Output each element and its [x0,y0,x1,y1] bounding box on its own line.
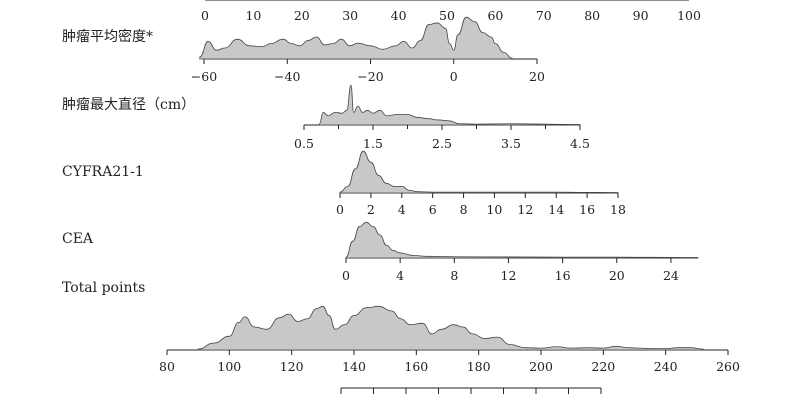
tick-label-max-diameter: 1.5 [363,136,383,151]
density-max-diameter [318,84,581,126]
tick-label-points: 60 [487,8,503,23]
tick-label-total-points: 200 [529,359,553,374]
tick-label-cyfra: 18 [610,202,626,217]
tick-label-cea: 12 [501,268,517,283]
tick-label-mean-density: −40 [274,69,300,84]
tick-label-points: 70 [536,8,552,23]
tick-label-points: 40 [391,8,407,23]
tick-label-mean-density: 20 [529,69,545,84]
row-label-max-diameter: 肿瘤最大直径（cm） [62,96,195,113]
row-label-cyfra: CYFRA21-1 [62,164,144,180]
tick-label-cyfra: 16 [579,202,595,217]
tick-label-mean-density: 0 [450,69,458,84]
tick-label-total-points: 180 [467,359,491,374]
tick-label-points: 10 [245,8,261,23]
tick-label-mean-density: −20 [357,69,383,84]
row-label-total-points: Total points [62,280,145,296]
tick-label-total-points: 220 [591,359,615,374]
tick-label-total-points: 100 [217,359,241,374]
density-cea [345,221,699,259]
tick-label-max-diameter: 3.5 [501,136,521,151]
tick-label-total-points: 160 [404,359,428,374]
tick-label-total-points: 80 [159,359,175,374]
tick-label-max-diameter: 4.5 [570,136,590,151]
tick-label-points: 80 [584,8,600,23]
tick-label-cyfra: 14 [548,202,564,217]
tick-label-cea: 0 [342,268,350,283]
tick-label-points: 0 [201,8,209,23]
tick-label-points: 50 [439,8,455,23]
tick-label-points: 90 [633,8,649,23]
tick-label-cyfra: 4 [398,202,406,217]
tick-label-cyfra: 10 [486,202,502,217]
row-label-cea: CEA [62,231,94,247]
tick-label-cyfra: 0 [336,202,344,217]
density-total-points [197,305,704,351]
tick-label-total-points: 260 [716,359,740,374]
tick-label-points: 20 [294,8,310,23]
tick-label-cyfra: 8 [460,202,468,217]
tick-label-cea: 20 [609,268,625,283]
tick-label-cyfra: 2 [367,202,375,217]
row-label-mean-density: 肿瘤平均密度* [62,28,153,45]
tick-label-points: 100 [677,8,701,23]
tick-label-max-diameter: 2.5 [432,136,452,151]
density-mean-density [199,16,513,60]
tick-label-points: 30 [342,8,358,23]
tick-label-mean-density: −60 [191,69,217,84]
tick-label-total-points: 140 [342,359,366,374]
tick-label-max-diameter: 0.5 [294,136,314,151]
tick-label-cea: 24 [663,268,679,283]
tick-label-cea: 16 [555,268,571,283]
tick-label-cea: 8 [450,268,458,283]
tick-label-cyfra: 12 [517,202,533,217]
tick-label-cyfra: 6 [429,202,437,217]
tick-label-total-points: 240 [654,359,678,374]
density-cyfra [339,150,619,194]
tick-label-total-points: 120 [280,359,304,374]
tick-label-cea: 4 [396,268,404,283]
